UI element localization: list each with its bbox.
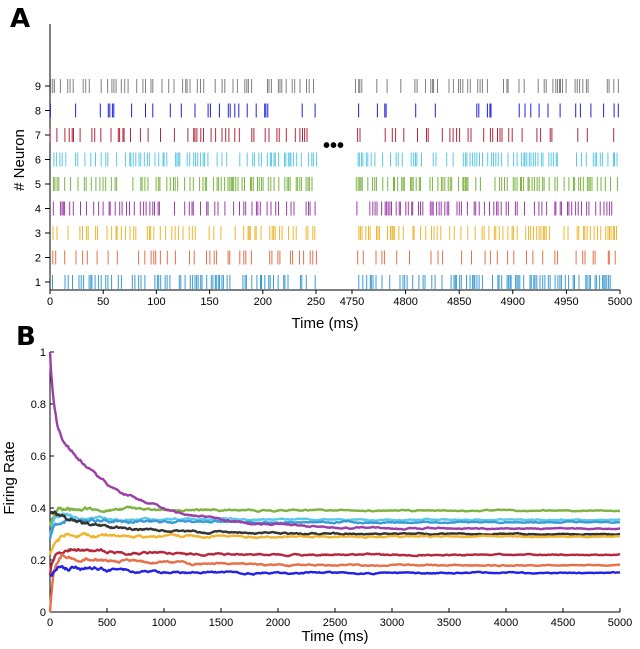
series-line-neuron-8 — [49, 565, 621, 577]
axis-break-marker: ••• — [323, 135, 344, 157]
raster-x-tick-label: 250 — [307, 296, 325, 308]
raster-x-tick-label: 4900 — [501, 296, 525, 308]
line-x-tick-label: 1000 — [152, 617, 176, 629]
raster-x-tick-label: 200 — [254, 296, 272, 308]
raster-y-tick-label: 5 — [35, 179, 41, 191]
line-x-tick-label: 4500 — [551, 617, 575, 629]
line-x-tick-label: 5000 — [608, 617, 632, 629]
line-y-tick-label: 0.8 — [31, 399, 46, 411]
line-plot: 0 0.2 0.4 0.6 0.8 1 0 500 1000 1500 2000 2500 3000 35… — [31, 347, 633, 629]
raster-y-tick-label: 4 — [35, 204, 41, 216]
series-line-neuron-6 — [49, 512, 621, 535]
raster-plot: 1 2 3 4 5 6 7 8 9 0 50 100 150 200 250 4750 4800 4850 4900… — [35, 24, 632, 308]
series-line-neuron-5 — [48, 505, 621, 527]
series-line-neuron-9 — [49, 510, 621, 537]
series-line-neuron-4 — [48, 351, 621, 531]
raster-y-tick-label: 7 — [35, 130, 41, 142]
line-x-tick-label: 500 — [98, 617, 116, 629]
line-x-tick-label: 2000 — [266, 617, 290, 629]
panel-b-label: B — [16, 322, 36, 352]
line-x-tick-label: 3500 — [437, 617, 461, 629]
line-y-tick-label: 1 — [40, 347, 46, 359]
line-y-tick-label: 0.6 — [31, 451, 46, 463]
series-line-neuron-2 — [48, 552, 621, 613]
raster-x-tick-label: 5000 — [608, 296, 632, 308]
series-line-neuron-7 — [48, 547, 621, 576]
raster-x-tick-label: 4800 — [393, 296, 417, 308]
raster-x-tick-label: 0 — [47, 296, 53, 308]
line-y-axis-label: Firing Rate — [1, 441, 18, 514]
line-y-tick-label: 0 — [40, 607, 46, 619]
raster-y-tick-label: 2 — [35, 253, 41, 265]
line-x-tick-label: 1500 — [209, 617, 233, 629]
raster-y-tick-label: 9 — [35, 81, 41, 93]
raster-y-tick-label: 6 — [35, 155, 41, 167]
series-line-neuron-3 — [48, 531, 621, 556]
panel-a-label: A — [10, 4, 30, 34]
line-x-tick-label: 4000 — [494, 617, 518, 629]
line-y-tick-label: 0.2 — [31, 555, 46, 567]
line-x-tick-label: 2500 — [323, 617, 347, 629]
raster-x-tick-label: 4850 — [447, 296, 471, 308]
raster-x-tick-label: 4750 — [340, 296, 364, 308]
raster-x-tick-label: 150 — [200, 296, 218, 308]
raster-y-tick-label: 1 — [35, 277, 41, 289]
raster-x-axis-label: Time (ms) — [292, 315, 359, 332]
raster-y-tick-label: 3 — [35, 228, 41, 240]
raster-x-tick-label: 50 — [97, 296, 109, 308]
line-x-tick-label: 0 — [47, 617, 53, 629]
line-x-tick-label: 3000 — [380, 617, 404, 629]
line-x-axis-label: Time (ms) — [302, 628, 369, 645]
raster-x-tick-label: 100 — [147, 296, 165, 308]
raster-y-tick-label: 8 — [35, 106, 41, 118]
raster-x-tick-label: 4950 — [554, 296, 578, 308]
raster-y-axis-label: # Neuron — [11, 129, 28, 191]
line-y-tick-label: 0.4 — [31, 503, 46, 515]
series-line-neuron-1 — [48, 516, 621, 540]
